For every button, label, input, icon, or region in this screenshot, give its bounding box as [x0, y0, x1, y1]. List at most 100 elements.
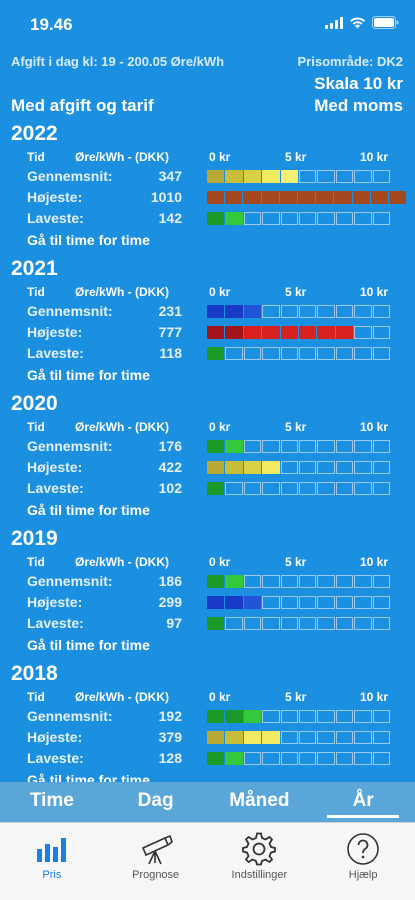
row-value-min: 142 — [158, 210, 182, 226]
year-list[interactable]: 2022 Tid Øre/kWh - (DKK) 0 kr 5 kr 10 kr… — [0, 118, 415, 782]
tab-prognose[interactable]: Prognose — [104, 823, 208, 900]
bar-segment — [262, 710, 280, 723]
telescope-icon — [138, 831, 174, 867]
bar-segment — [262, 752, 280, 765]
year-title: 2019 — [11, 527, 58, 550]
row-label-min: Laveste: — [27, 210, 84, 226]
bar-segment — [335, 347, 354, 360]
bar-segment — [299, 482, 317, 495]
tick-5: 5 kr — [285, 285, 307, 299]
bar-segment — [317, 617, 335, 630]
row-label-max: Højeste: — [27, 594, 83, 610]
goto-hourly-link[interactable]: Gå til time for time — [27, 772, 150, 782]
bar-segment — [280, 752, 299, 765]
tab-pris[interactable]: Pris — [0, 823, 104, 900]
bar-segment — [372, 731, 391, 744]
bar-segment — [280, 482, 299, 495]
bar-segment — [299, 212, 317, 225]
bar-segment — [280, 170, 299, 183]
scale-label[interactable]: Skala 10 kr — [314, 74, 403, 93]
row-label-avg: Gennemsnit: — [27, 303, 113, 319]
price-bar-min — [207, 752, 391, 765]
row-label-min: Laveste: — [27, 345, 84, 361]
tab-label: Pris — [42, 869, 62, 881]
bar-segment — [317, 596, 335, 609]
vat-label[interactable]: Med moms — [314, 96, 403, 115]
period-year[interactable]: År — [311, 782, 415, 822]
bar-segment — [372, 461, 391, 474]
col-tid: Tid — [27, 150, 45, 164]
bar-segment — [317, 305, 335, 318]
row-label-avg: Gennemsnit: — [27, 438, 113, 454]
bar-segment — [317, 752, 335, 765]
bar-segment — [280, 347, 299, 360]
tick-0: 0 kr — [209, 285, 231, 299]
bar-segment — [280, 212, 299, 225]
bar-segment — [262, 731, 280, 744]
bar-segment — [262, 461, 280, 474]
tab-hjaelp[interactable]: Hjælp — [311, 823, 415, 900]
row-value-avg: 192 — [158, 708, 182, 724]
price-area[interactable]: Prisområde: DK2 — [297, 54, 403, 69]
col-tid: Tid — [27, 555, 45, 569]
row-value-max: 777 — [158, 324, 182, 340]
bar-segment — [335, 575, 354, 588]
bar-segment — [207, 710, 225, 723]
bar-segment — [207, 347, 225, 360]
col-tid: Tid — [27, 690, 45, 704]
price-bar-min — [207, 212, 391, 225]
bar-segment — [335, 212, 354, 225]
goto-hourly-link[interactable]: Gå til time for time — [27, 502, 150, 518]
row-label-min: Laveste: — [27, 615, 84, 631]
bar-segment — [372, 212, 391, 225]
bar-segment — [372, 482, 391, 495]
bar-segment — [372, 347, 391, 360]
period-month[interactable]: Måned — [229, 790, 290, 811]
tick-10: 10 kr — [360, 555, 389, 569]
bar-segment — [243, 347, 262, 360]
tick-10: 10 kr — [360, 285, 389, 299]
price-bar-avg — [207, 710, 391, 723]
bar-segment — [280, 596, 299, 609]
bar-segment — [297, 191, 316, 204]
bar-segment — [317, 440, 335, 453]
col-tid: Tid — [27, 420, 45, 434]
status-icons — [325, 16, 399, 29]
bar-segment — [372, 326, 391, 339]
bar-segment — [335, 170, 354, 183]
bar-segment — [299, 575, 317, 588]
bar-segment — [299, 710, 317, 723]
tab-indstillinger[interactable]: Indstillinger — [208, 823, 312, 900]
bar-segment — [335, 482, 354, 495]
fee-mode-label[interactable]: Med afgift og tarif — [11, 96, 154, 115]
bar-segment — [372, 617, 391, 630]
bar-segment — [354, 596, 372, 609]
goto-hourly-link[interactable]: Gå til time for time — [27, 637, 150, 653]
bar-segment — [243, 212, 262, 225]
col-unit: Øre/kWh - (DKK) — [75, 690, 169, 704]
bar-segment — [225, 617, 243, 630]
bar-segment — [354, 482, 372, 495]
period-day[interactable]: Dag — [137, 790, 174, 811]
price-bar-min — [207, 347, 391, 360]
price-bar-avg — [207, 440, 391, 453]
goto-hourly-link[interactable]: Gå til time for time — [27, 367, 150, 383]
period-time[interactable]: Time — [29, 790, 74, 811]
price-bar-max — [207, 731, 391, 744]
bar-segment — [372, 710, 391, 723]
bar-segment — [225, 596, 243, 609]
goto-hourly-link[interactable]: Gå til time for time — [27, 232, 150, 248]
bar-segment — [354, 731, 372, 744]
bar-segment — [335, 731, 354, 744]
tick-5: 5 kr — [285, 150, 307, 164]
bar-segment — [225, 191, 243, 204]
row-value-max: 422 — [158, 459, 182, 475]
bar-segment — [243, 482, 262, 495]
bar-segment — [207, 461, 225, 474]
bar-segment — [280, 710, 299, 723]
bar-segment — [335, 710, 354, 723]
bar-segment — [388, 191, 407, 204]
price-bar-avg — [207, 170, 391, 183]
year-title: 2022 — [11, 122, 58, 145]
tick-0: 0 kr — [209, 150, 231, 164]
